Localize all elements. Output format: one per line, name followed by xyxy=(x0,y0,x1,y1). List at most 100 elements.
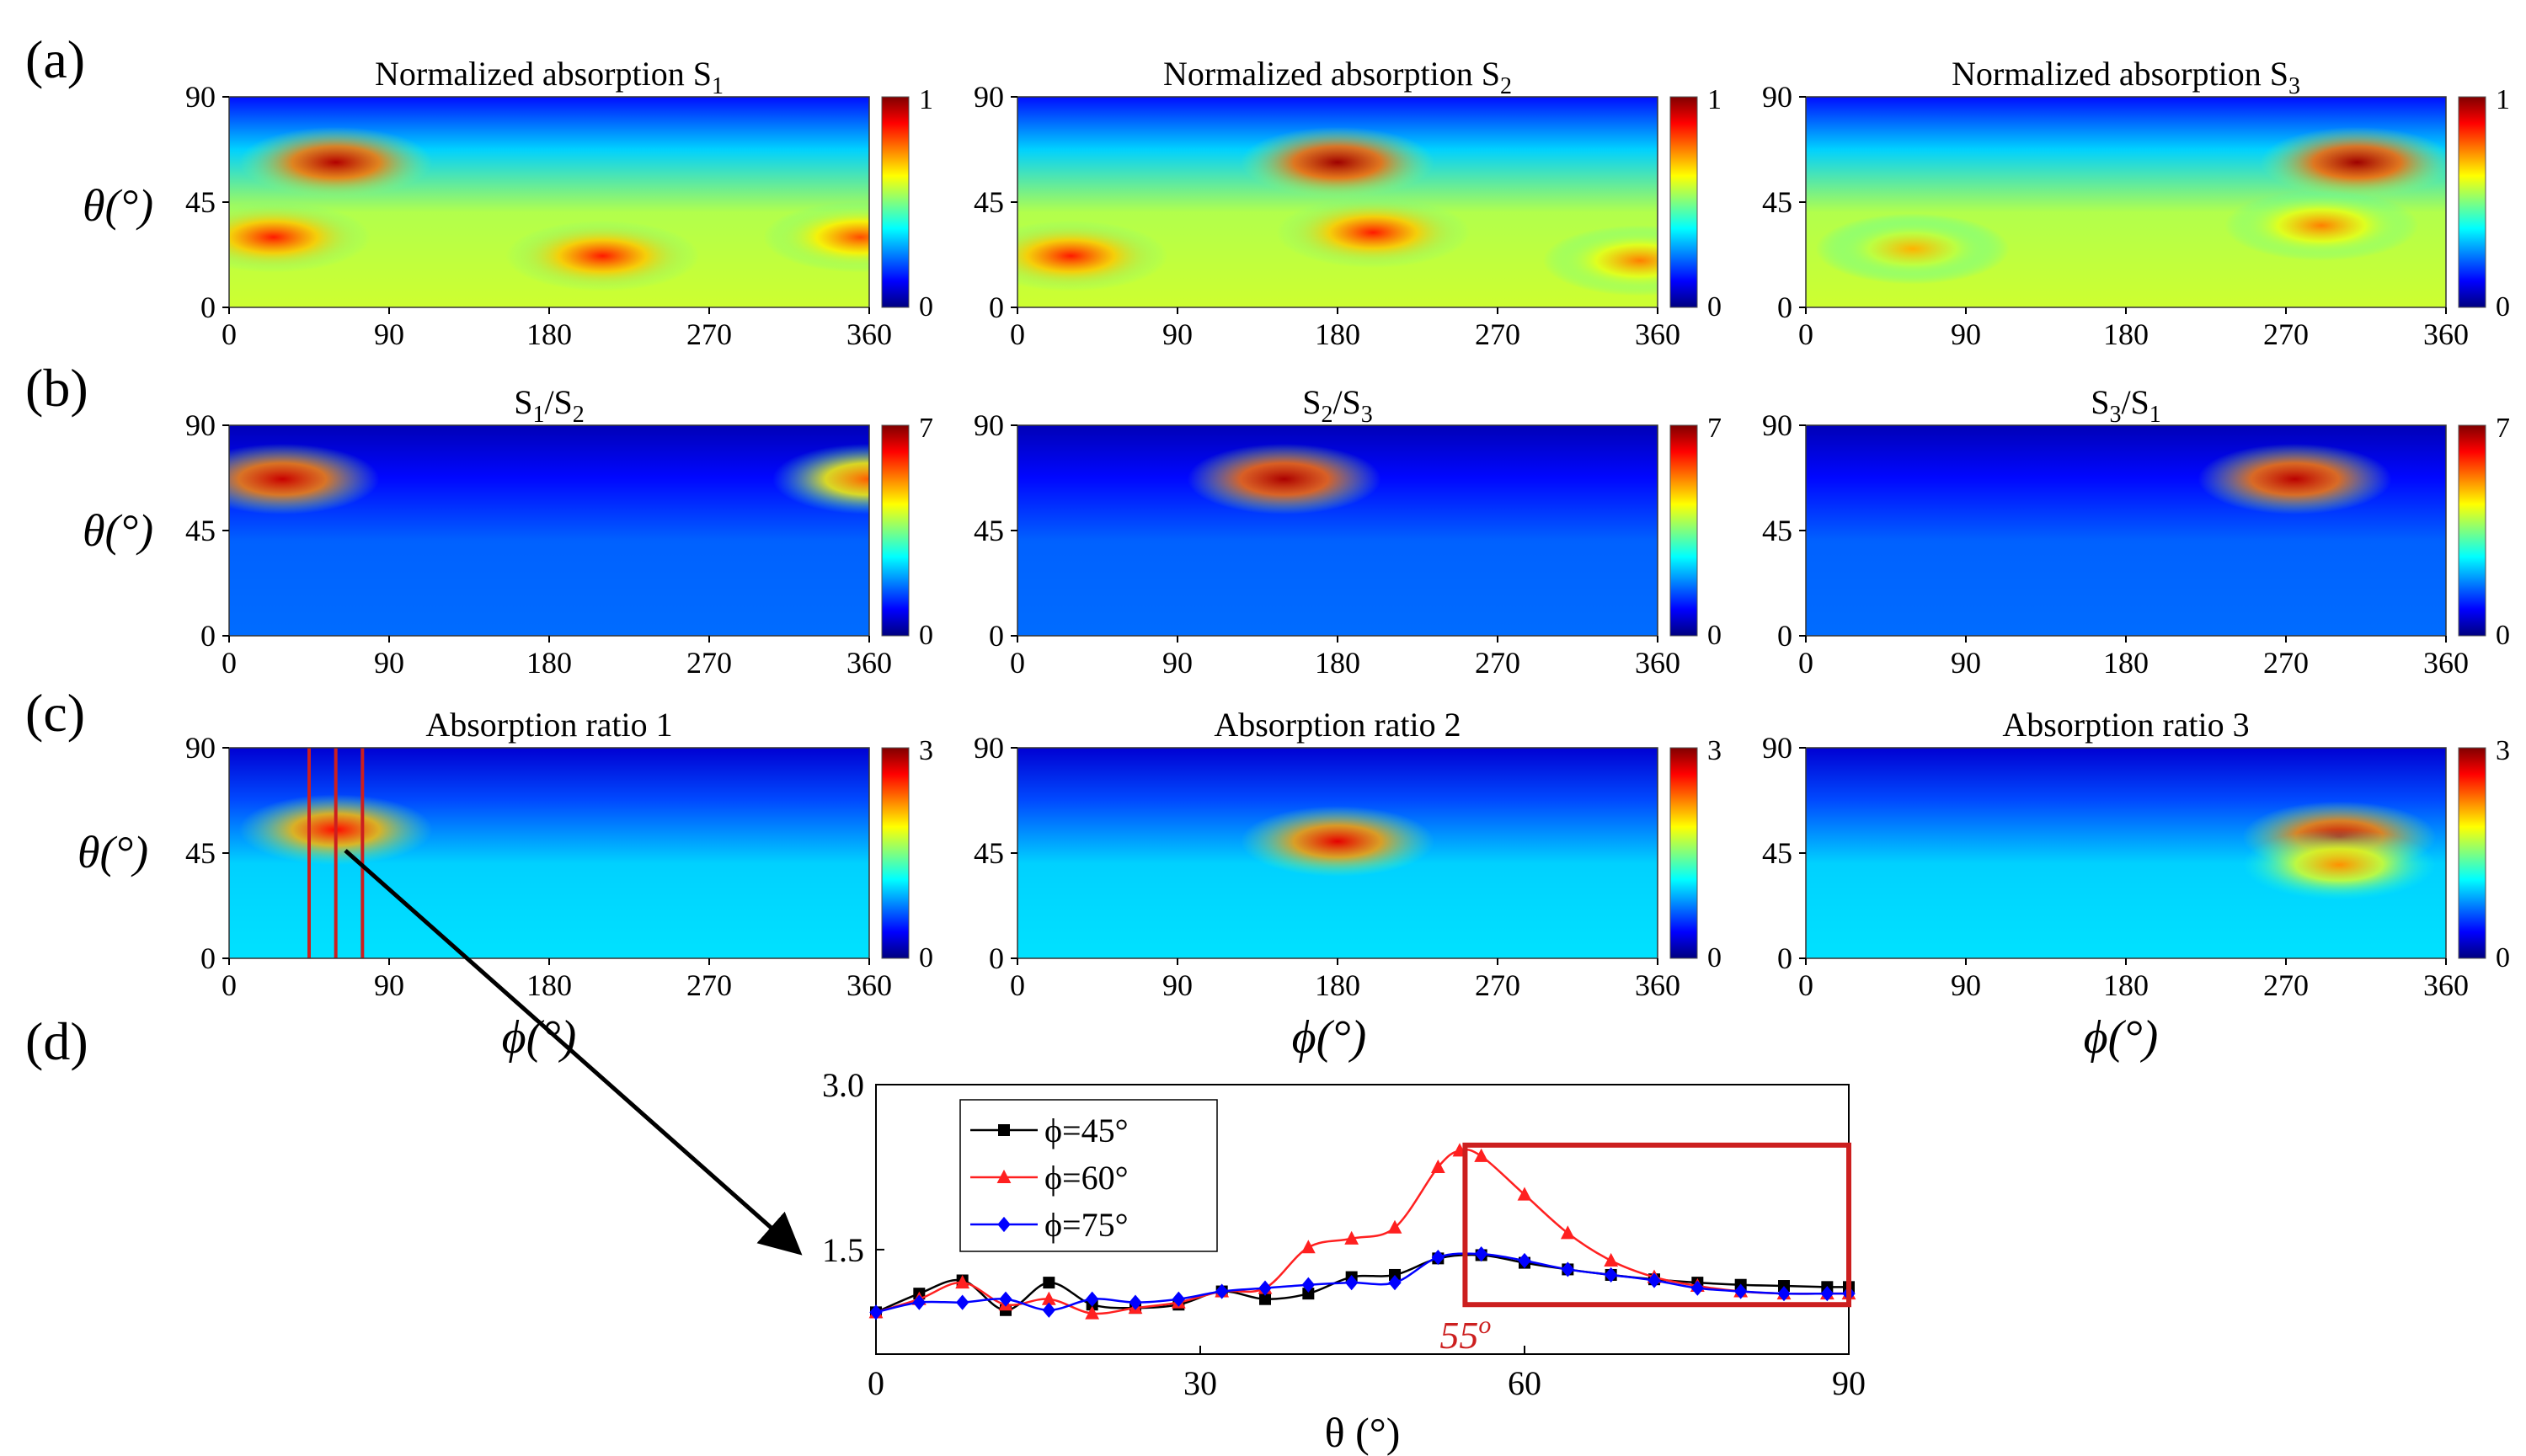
data-point xyxy=(1474,1246,1488,1262)
data-point xyxy=(1258,1280,1272,1296)
x-tick-label: 270 xyxy=(2263,317,2309,351)
colorbar-min-label: 0 xyxy=(919,620,933,651)
x-tick-label: 360 xyxy=(846,968,892,1002)
data-point xyxy=(996,1169,1012,1183)
data-point xyxy=(1389,1268,1401,1281)
colorbar-min-label: 0 xyxy=(1707,942,1722,973)
heatmap-hotspot xyxy=(2260,126,2446,198)
phi-label-col-1: ϕ(°) xyxy=(502,1011,577,1064)
x-tick-label: 0 xyxy=(1010,968,1025,1002)
colorbar-max-label: 3 xyxy=(919,735,933,766)
x-tick-label: 90 xyxy=(374,646,404,680)
data-point xyxy=(1561,1261,1575,1277)
y-tick-label: 0 xyxy=(1777,291,1792,324)
x-tick-label: 90 xyxy=(1832,1364,1866,1402)
heatmap-title: Normalized absorption S3 xyxy=(1952,55,2300,99)
phi-label-col-2: ϕ(°) xyxy=(1292,1011,1367,1064)
heatmap-a2: Normalized absorption S2 0 90 180 270 360 0 45 9… xyxy=(974,55,1722,351)
y-tick-label: 90 xyxy=(974,80,1004,114)
x-tick-label: 180 xyxy=(526,968,572,1002)
heatmap-hotspot xyxy=(1276,197,1471,269)
data-point xyxy=(955,1275,970,1289)
heatmap-a3: Normalized absorption S3 0 90 180 270 360 0 45 9… xyxy=(1762,55,2510,351)
heatmap-title: S2/S3 xyxy=(1302,383,1373,428)
peak-annotation: 55o xyxy=(1439,1311,1491,1357)
x-tick-label: 270 xyxy=(1475,317,1520,351)
colorbar-max-label: 1 xyxy=(919,84,933,115)
heatmap-hotspot xyxy=(229,443,380,515)
y-tick-label: 90 xyxy=(1762,408,1792,442)
data-point xyxy=(1344,1275,1359,1291)
colorbar xyxy=(1669,424,1698,637)
y-tick-label: 0 xyxy=(200,291,216,324)
x-tick-label: 90 xyxy=(1162,968,1193,1002)
x-tick-label: 0 xyxy=(868,1364,884,1402)
y-tick-label: 3.0 xyxy=(822,1066,864,1104)
x-tick-label: 180 xyxy=(1315,646,1360,680)
x-tick-label: 30 xyxy=(1183,1364,1217,1402)
x-tick-label: 270 xyxy=(2263,968,2309,1002)
x-tick-label: 360 xyxy=(1635,646,1680,680)
panel-label-c: (c) xyxy=(25,683,85,743)
x-tick-label: 270 xyxy=(1475,646,1520,680)
y-tick-label: 45 xyxy=(185,836,216,870)
x-tick-label: 360 xyxy=(846,317,892,351)
data-point xyxy=(1042,1302,1056,1318)
x-tick-label: 90 xyxy=(1162,317,1193,351)
panel-label-b: (b) xyxy=(25,358,88,418)
heatmap-a1: Normalized absorption S1 0 90 180 270 360 0 45 9… xyxy=(185,55,933,351)
heatmap-title: Absorption ratio 1 xyxy=(425,706,672,744)
heatmap-hotspot xyxy=(2198,443,2392,515)
theta-label-row-b: θ(°) xyxy=(83,505,153,556)
y-tick-label: 0 xyxy=(1777,941,1792,975)
data-point xyxy=(1300,1240,1316,1254)
colorbar-max-label: 3 xyxy=(1707,735,1722,766)
data-point xyxy=(1215,1283,1229,1299)
y-tick-label: 0 xyxy=(200,619,216,653)
data-point xyxy=(1302,1288,1315,1300)
x-tick-label: 90 xyxy=(1951,646,1981,680)
y-tick-label: 45 xyxy=(1762,514,1792,547)
data-point xyxy=(999,1291,1012,1307)
colorbar xyxy=(2458,424,2486,637)
heatmap-title: S3/S1 xyxy=(2091,383,2161,428)
line-chart-d: 0 30 60 90 1.5 3.0 θ (°) 55o ϕ=45° ϕ=60° ϕ=75° xyxy=(822,1066,1866,1456)
data-point xyxy=(1517,1187,1532,1201)
colorbar xyxy=(2458,96,2486,308)
y-tick-label: 0 xyxy=(989,941,1004,975)
x-tick-label: 270 xyxy=(686,317,732,351)
heatmap-title: Absorption ratio 3 xyxy=(2002,706,2249,744)
heatmap-hotspot xyxy=(2242,829,2437,900)
legend-label: ϕ=60° xyxy=(1044,1159,1129,1197)
y-tick-label: 45 xyxy=(185,514,216,547)
data-point xyxy=(1560,1225,1575,1240)
data-point xyxy=(1085,1291,1099,1307)
colorbar-min-label: 0 xyxy=(1707,620,1722,651)
x-tick-label: 90 xyxy=(374,968,404,1002)
x-tick-label: 180 xyxy=(526,317,572,351)
x-tick-label: 90 xyxy=(1951,968,1981,1002)
colorbar-max-label: 7 xyxy=(1707,413,1722,444)
theta-label-row-c: θ(°) xyxy=(77,827,148,877)
colorbar-min-label: 0 xyxy=(919,942,933,973)
heatmap-hotspot xyxy=(1017,220,1168,291)
heatmap-hotspot xyxy=(2224,189,2419,261)
highlight-box xyxy=(1462,1142,1851,1308)
x-tick-label: 270 xyxy=(2263,646,2309,680)
x-tick-label: 0 xyxy=(222,968,237,1002)
data-point xyxy=(1604,1267,1618,1283)
x-tick-label: 0 xyxy=(1010,317,1025,351)
heatmap-c3: Absorption ratio 3 0 90 180 270 360 0 45 90 3 0 xyxy=(1762,706,2510,1002)
y-tick-label: 90 xyxy=(185,408,216,442)
x-tick-label: 0 xyxy=(1798,968,1813,1002)
heatmap-b2: S2/S3 0 90 180 270 360 0 45 90 7 0 xyxy=(974,383,1722,680)
x-tick-label: 90 xyxy=(374,317,404,351)
data-point xyxy=(1474,1148,1489,1162)
heatmap-hotspot xyxy=(1241,126,1434,198)
data-point xyxy=(955,1294,969,1310)
x-tick-label: 270 xyxy=(1475,968,1520,1002)
y-tick-label: 90 xyxy=(974,408,1004,442)
panel-label-a: (a) xyxy=(25,29,85,89)
x-tick-label: 360 xyxy=(1635,968,1680,1002)
phi-label-col-3: ϕ(°) xyxy=(2084,1011,2159,1064)
